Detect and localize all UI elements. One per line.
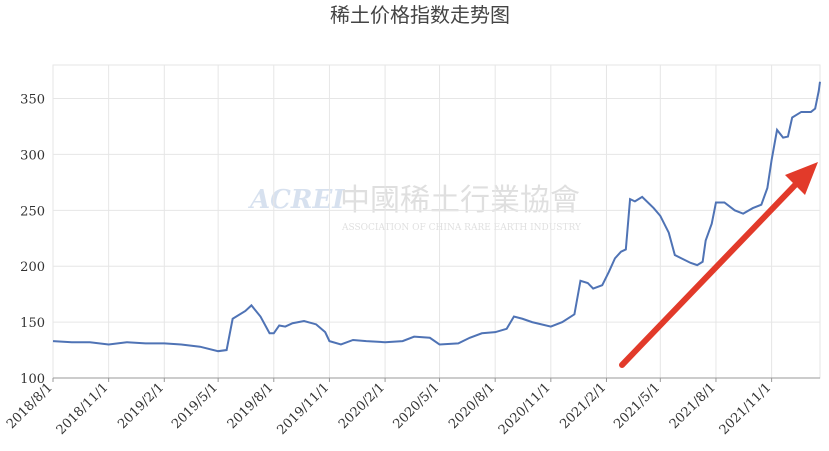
y-tick-label: 150 [20,316,45,331]
watermark: ACREI 中國稀土行業協會 ASSOCIATION OF CHINA RARE… [247,183,582,233]
x-tick-label: 2018/8/1 [4,380,56,432]
x-tick-label: 2019/11/1 [275,380,333,438]
x-tick-label: 2020/11/1 [496,380,554,438]
y-tick-label: 100 [20,372,45,387]
x-tick-label: 2020/8/1 [446,380,498,432]
arrow-shaft [619,179,801,368]
chart-title: 稀土价格指数走势图 [330,3,510,27]
x-tick-label: 2019/2/1 [115,380,167,432]
x-tick-label: 2021/11/1 [717,380,775,438]
line-series [52,81,821,353]
x-tick-label: 2021/2/1 [557,380,609,432]
x-tick-label: 2019/5/1 [169,380,221,432]
arrow-head [785,162,818,195]
arrow [619,162,818,368]
x-tick-label: 2020/2/1 [336,380,388,432]
y-tick-label: 200 [20,260,45,275]
y-tick-label: 300 [20,148,45,163]
watermark-name: 中國稀土行業協會 [340,183,580,218]
x-tick-label: 2019/8/1 [225,380,277,432]
x-tick-label: 2021/8/1 [667,380,719,432]
watermark-subtitle: ASSOCIATION OF CHINA RARE EARTH INDUSTRY [341,223,582,233]
y-tick-label: 250 [20,204,45,219]
x-tick-label: 2018/11/1 [54,380,112,438]
x-tick-label: 2020/5/1 [390,380,442,432]
y-tick-label: 350 [20,93,45,108]
plot-area [52,64,821,379]
x-tick-label: 2021/5/1 [611,380,663,432]
